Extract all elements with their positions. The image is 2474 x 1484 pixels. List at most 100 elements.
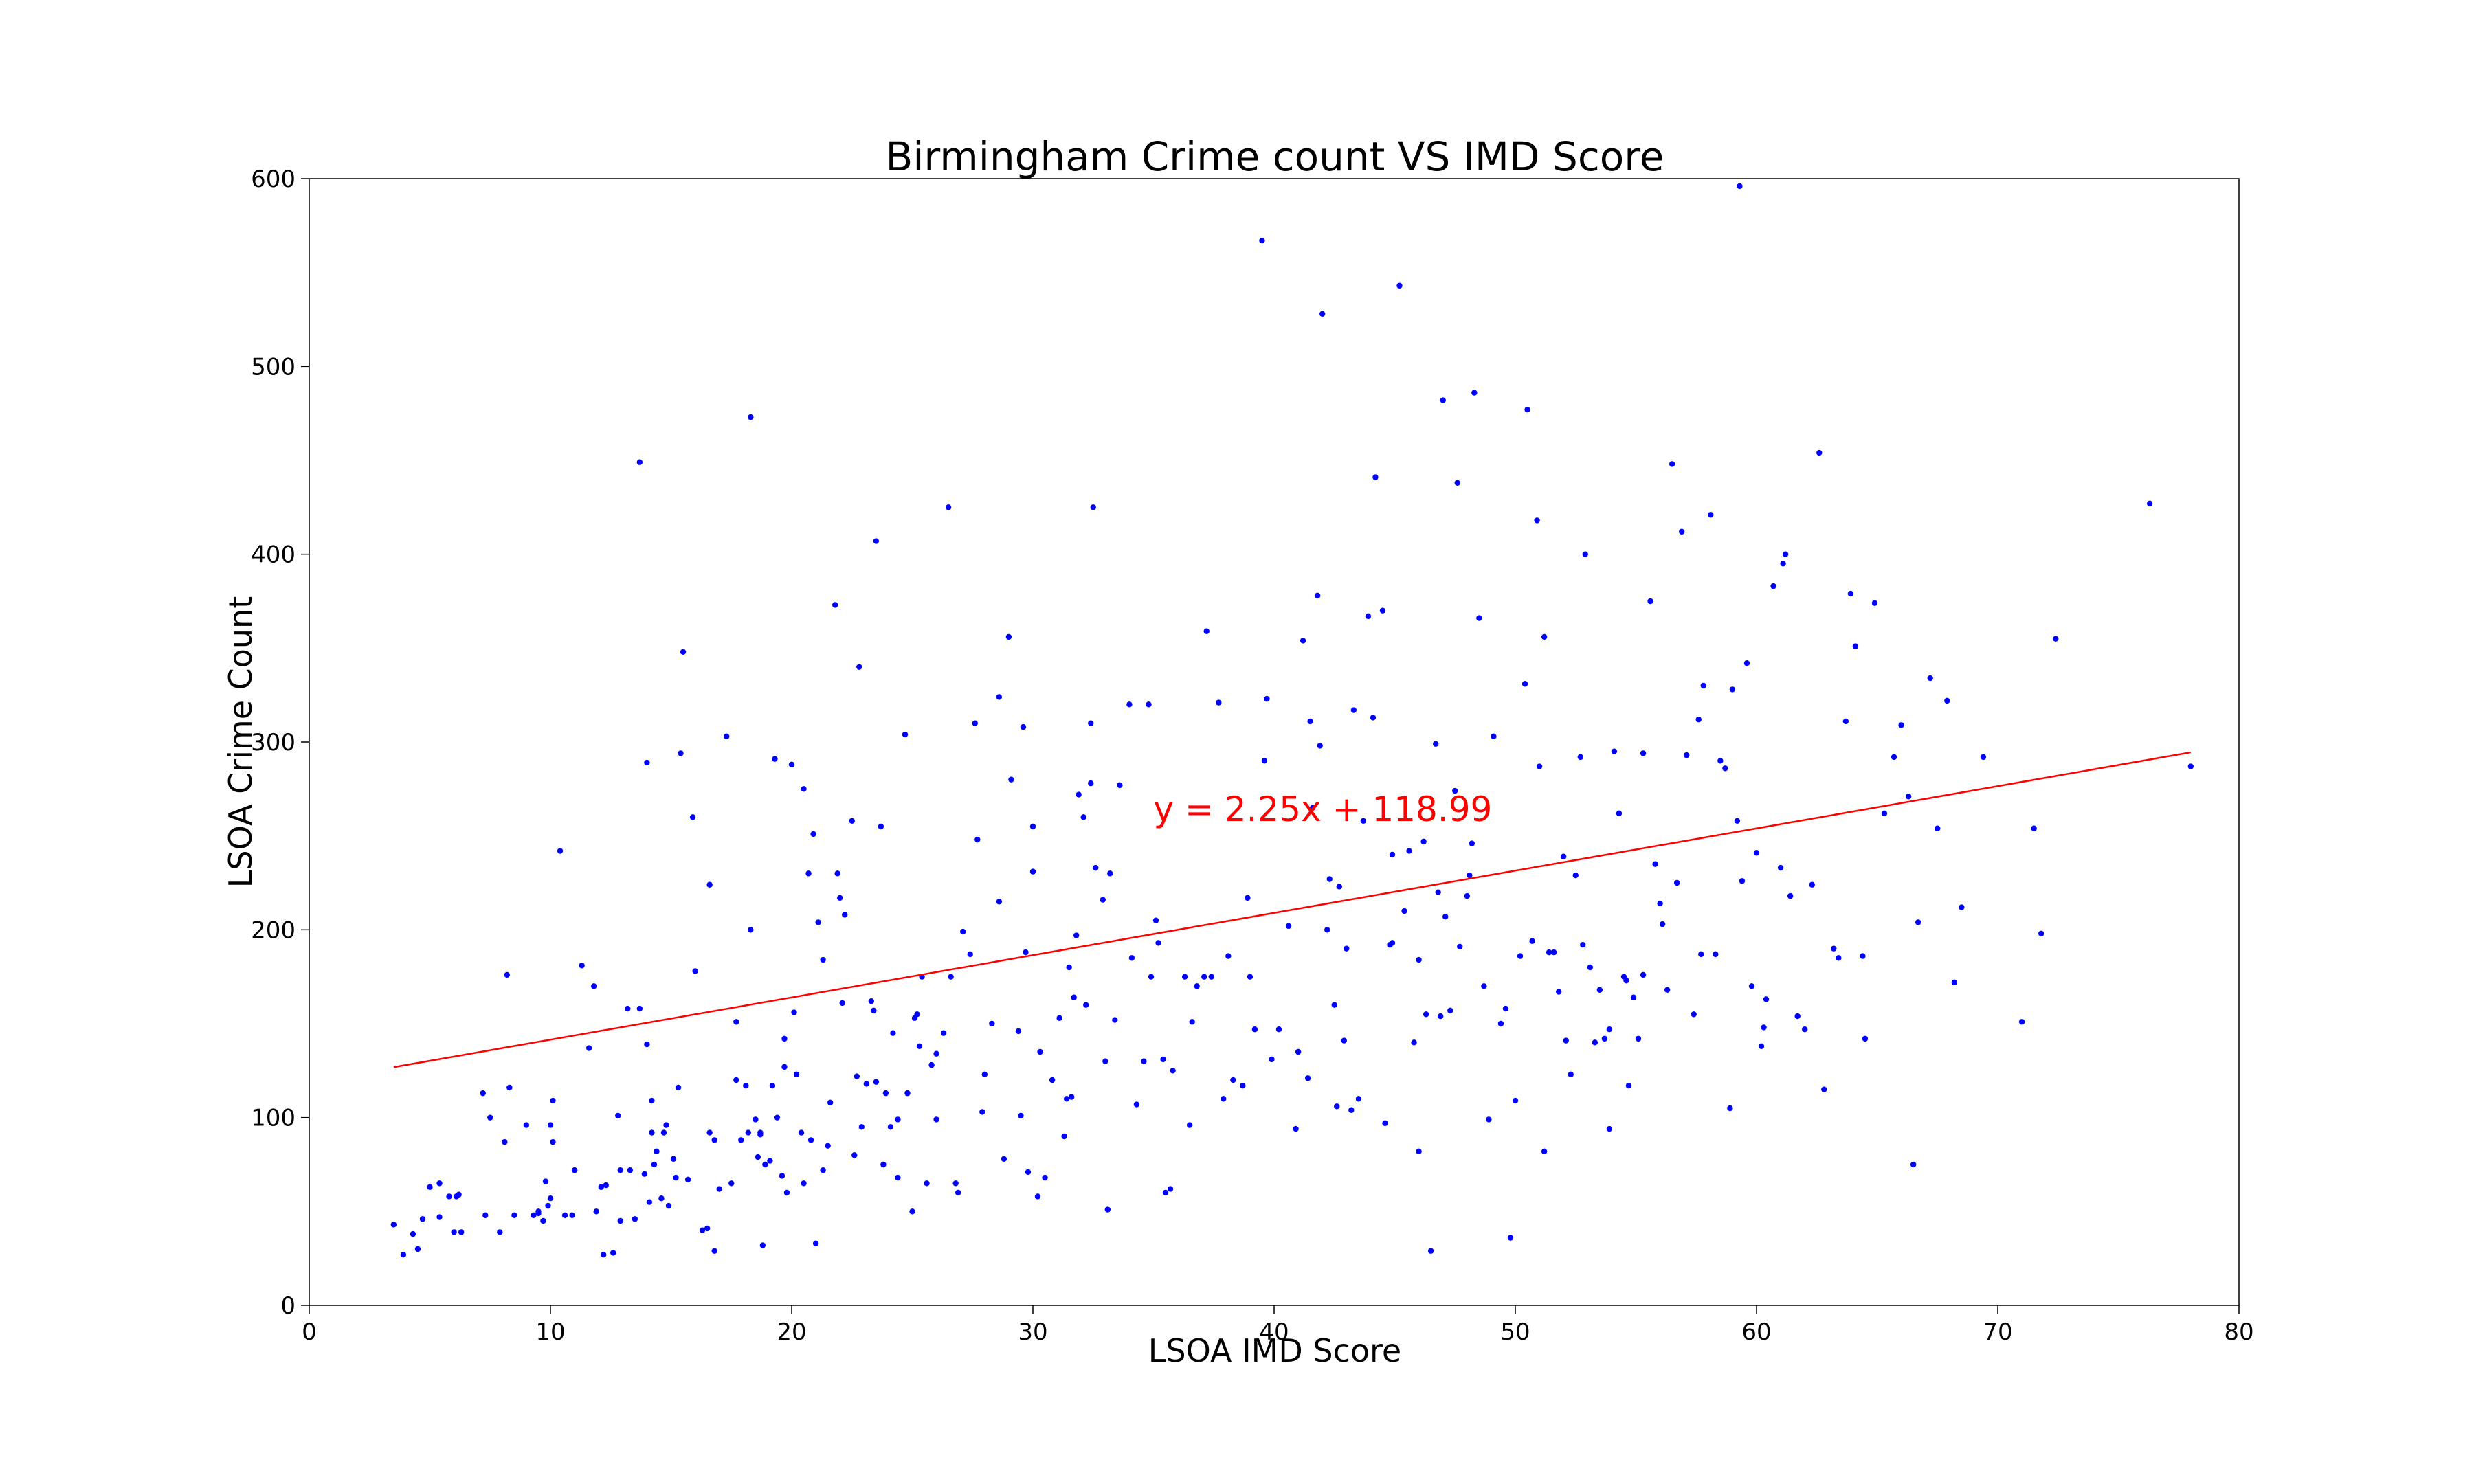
data-point bbox=[1529, 938, 1535, 944]
data-point bbox=[1080, 814, 1086, 820]
data-point bbox=[550, 1139, 556, 1145]
data-point bbox=[933, 1116, 939, 1123]
data-point bbox=[419, 1216, 426, 1222]
data-point bbox=[561, 1212, 568, 1219]
data-point bbox=[1881, 810, 1888, 817]
data-point bbox=[1507, 1235, 1514, 1241]
data-point bbox=[646, 1199, 653, 1205]
data-point bbox=[856, 664, 862, 670]
data-point bbox=[545, 1202, 551, 1209]
data-point bbox=[1770, 583, 1776, 589]
data-point bbox=[1083, 1002, 1089, 1008]
data-point bbox=[1269, 1056, 1275, 1063]
data-point bbox=[1389, 940, 1396, 946]
data-point bbox=[974, 836, 981, 843]
data-point bbox=[1691, 1011, 1697, 1018]
data-point bbox=[1396, 282, 1403, 289]
data-point bbox=[636, 459, 643, 465]
data-point bbox=[716, 1186, 722, 1192]
data-point bbox=[1245, 895, 1251, 901]
data-point bbox=[1194, 983, 1200, 989]
data-point bbox=[1001, 1156, 1007, 1162]
data-point bbox=[1640, 971, 1647, 978]
data-point bbox=[2031, 825, 2037, 831]
data-point bbox=[812, 1240, 819, 1247]
data-point bbox=[1673, 879, 1680, 886]
data-point bbox=[663, 1122, 669, 1128]
data-point bbox=[502, 1139, 508, 1145]
data-point bbox=[1737, 183, 1743, 190]
data-point bbox=[1037, 1048, 1043, 1055]
data-point bbox=[1341, 1037, 1347, 1044]
data-point bbox=[601, 1252, 607, 1258]
data-point bbox=[834, 870, 840, 877]
data-point bbox=[1582, 551, 1588, 557]
data-point bbox=[1073, 932, 1080, 938]
data-point bbox=[854, 1073, 860, 1079]
data-point bbox=[511, 1212, 517, 1219]
data-point bbox=[1652, 861, 1658, 867]
data-point bbox=[791, 1009, 797, 1015]
data-point bbox=[1295, 1048, 1302, 1055]
data-point bbox=[1240, 1083, 1246, 1089]
data-point bbox=[2038, 930, 2044, 937]
data-point bbox=[1852, 643, 1859, 649]
data-point bbox=[1522, 681, 1528, 687]
data-point bbox=[1561, 853, 1567, 859]
data-point bbox=[837, 895, 843, 901]
data-point bbox=[1980, 754, 1987, 761]
data-point bbox=[757, 1132, 764, 1138]
data-point bbox=[2018, 1019, 2025, 1025]
data-point bbox=[1891, 754, 1897, 761]
data-point bbox=[506, 1084, 513, 1091]
data-point bbox=[1915, 919, 1921, 925]
data-point bbox=[1107, 870, 1113, 877]
data-point bbox=[704, 1225, 711, 1232]
data-point bbox=[1467, 872, 1473, 879]
data-point bbox=[1821, 1086, 1827, 1092]
data-point bbox=[1427, 1248, 1434, 1254]
data-point bbox=[632, 1216, 638, 1222]
data-point bbox=[1898, 722, 1904, 728]
data-point bbox=[904, 1090, 911, 1097]
data-point bbox=[1717, 758, 1724, 764]
data-point bbox=[1601, 1035, 1608, 1042]
data-point bbox=[781, 1035, 788, 1042]
data-point bbox=[890, 1030, 896, 1036]
x-axis: 0 10 20 30 40 50 60 70 80 bbox=[302, 1305, 2254, 1346]
data-point bbox=[825, 1143, 831, 1149]
data-point bbox=[1126, 701, 1133, 708]
data-point bbox=[598, 1184, 604, 1191]
data-point bbox=[1457, 943, 1463, 950]
data-point bbox=[706, 1129, 713, 1136]
x-tick-label: 40 bbox=[1259, 1318, 1289, 1346]
data-point bbox=[1743, 660, 1750, 666]
data-point bbox=[1550, 949, 1557, 956]
data-point bbox=[579, 963, 585, 969]
data-point bbox=[1015, 1028, 1022, 1035]
data-point bbox=[586, 1045, 592, 1051]
data-point bbox=[1167, 1186, 1174, 1192]
trendline-equation: y = 2.25x + 118.99 bbox=[1154, 789, 1493, 829]
data-point bbox=[1611, 748, 1618, 754]
data-point bbox=[1871, 600, 1878, 606]
data-point bbox=[1734, 818, 1741, 824]
data-point bbox=[410, 1230, 416, 1237]
data-point bbox=[1416, 956, 1422, 963]
data-point bbox=[873, 1079, 880, 1085]
data-point bbox=[1623, 977, 1629, 984]
data-point bbox=[989, 1020, 995, 1027]
data-point bbox=[733, 1019, 739, 1025]
data-point bbox=[793, 1071, 800, 1078]
data-point bbox=[480, 1090, 486, 1097]
data-point bbox=[1640, 750, 1647, 756]
data-point bbox=[1208, 974, 1214, 980]
data-point bbox=[400, 1252, 407, 1258]
data-point bbox=[820, 1167, 826, 1173]
data-point bbox=[1794, 1013, 1801, 1020]
data-point bbox=[839, 1000, 845, 1007]
data-point bbox=[805, 870, 812, 877]
data-point bbox=[1563, 1037, 1569, 1044]
data-point bbox=[774, 1114, 781, 1121]
data-point bbox=[1023, 949, 1029, 956]
